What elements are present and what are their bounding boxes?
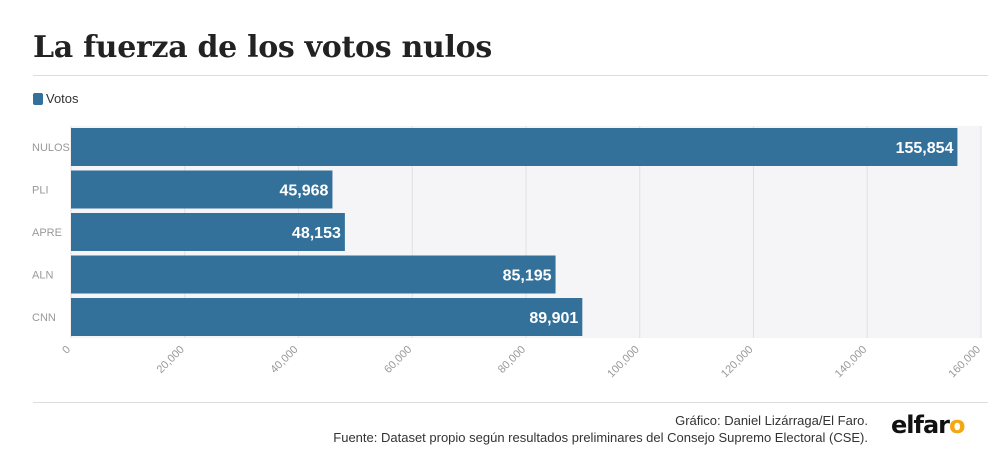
x-tick-label: 100,000 [605, 344, 642, 381]
x-tick-label: 60,000 [382, 344, 414, 376]
bar [71, 128, 958, 166]
footer-divider [33, 402, 988, 403]
x-tick-label: 140,000 [833, 344, 870, 381]
category-label: ALN [32, 270, 53, 282]
bar [71, 255, 556, 294]
legend[interactable]: Votos [33, 91, 79, 106]
credit-text: Gráfico: Daniel Lizárraga/El Faro. [675, 413, 868, 428]
value-label: 45,968 [280, 183, 329, 200]
logo-text: elfar [891, 411, 950, 439]
bar [71, 298, 583, 336]
category-label: PLI [32, 185, 49, 197]
legend-label: Votos [46, 91, 79, 106]
x-tick-label: 0 [60, 344, 73, 357]
source-text: Fuente: Dataset propio según resultados … [333, 430, 868, 445]
logo-accent: o [948, 411, 965, 439]
x-tick-label: 80,000 [496, 344, 528, 376]
x-tick-label: 40,000 [268, 344, 300, 376]
bar-chart: 0 20,000 40,000 60,000 80,000 100,000 120,000 1… [32, 126, 984, 381]
x-tick-label: 160,000 [947, 344, 984, 381]
value-label: 155,854 [896, 140, 954, 157]
category-label: CNN [32, 312, 56, 324]
footer: Gráfico: Daniel Lizárraga/El Faro. Fuent… [333, 412, 868, 446]
bar [71, 213, 345, 251]
value-label: 89,901 [529, 310, 578, 327]
title-divider [33, 75, 988, 76]
x-tick-label: 20,000 [155, 344, 187, 376]
category-label: NULOS [32, 142, 70, 154]
bar [71, 170, 333, 209]
value-label: 48,153 [292, 225, 341, 242]
value-label: 85,195 [503, 268, 552, 285]
chart-title: La fuerza de los votos nulos [33, 30, 492, 65]
legend-swatch [33, 92, 43, 105]
x-tick-label: 120,000 [719, 344, 756, 381]
elfaro-logo[interactable]: elfaro [891, 411, 965, 439]
category-label: APRE [32, 227, 62, 239]
